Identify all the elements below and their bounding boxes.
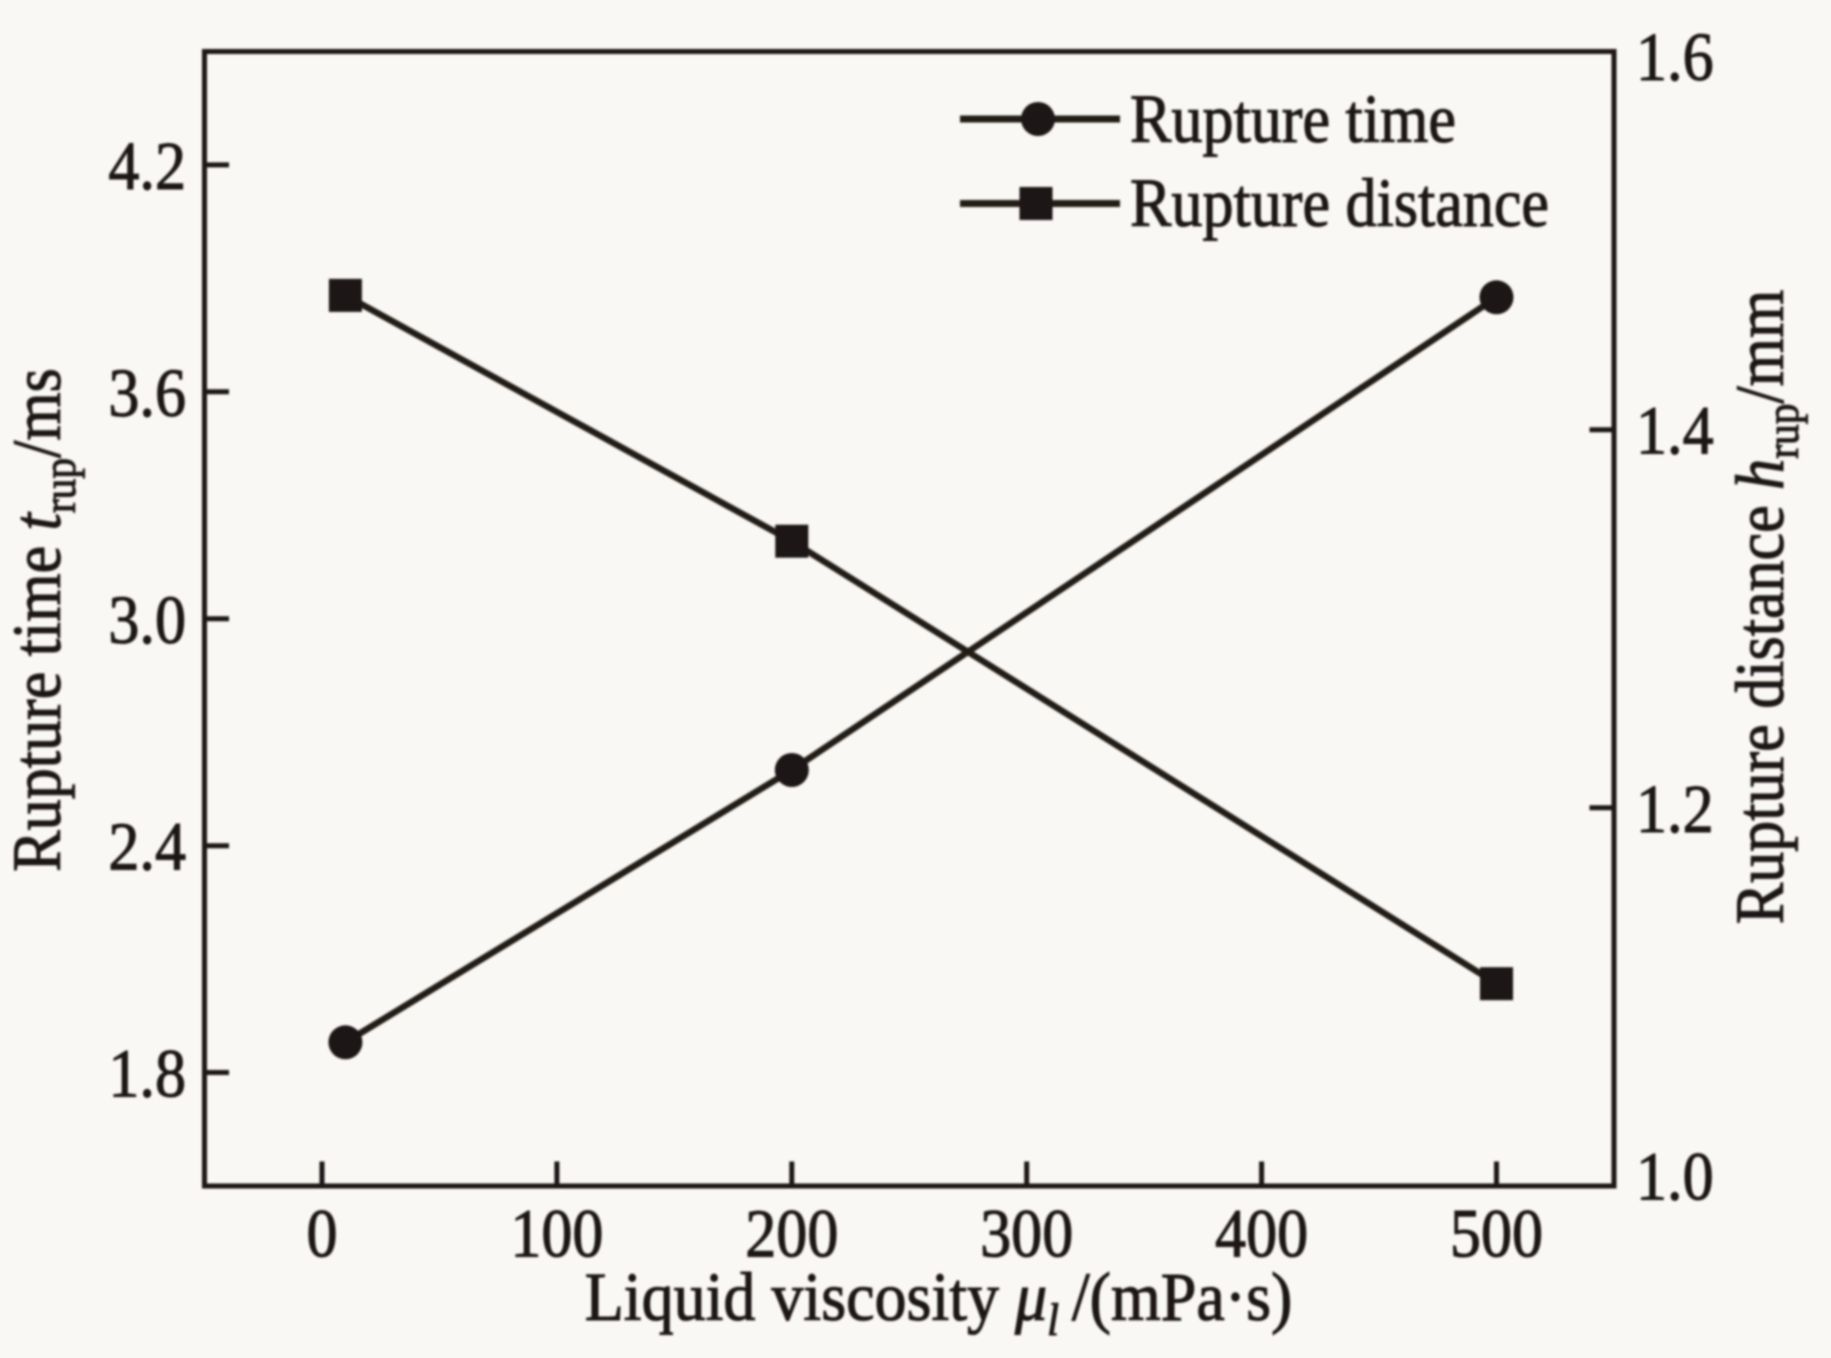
svg-text:Rupture time: Rupture time [1130,82,1456,158]
svg-text:100: 100 [510,1197,603,1273]
svg-text:1.0: 1.0 [1636,1140,1714,1216]
svg-text:4.2: 4.2 [108,129,186,205]
svg-text:1.6: 1.6 [1636,20,1714,96]
svg-text:Rupture time trup/ms: Rupture time trup/ms [0,368,85,872]
svg-text:400: 400 [1215,1197,1308,1273]
svg-text:500: 500 [1450,1197,1543,1273]
svg-text:Rupture distance hrup/mm: Rupture distance hrup/mm [1723,290,1808,925]
svg-text:Rupture distance: Rupture distance [1130,166,1549,242]
svg-text:2.4: 2.4 [108,810,186,886]
svg-text:0: 0 [306,1197,337,1273]
svg-text:3.6: 3.6 [108,356,186,432]
svg-text:300: 300 [980,1197,1073,1273]
svg-text:200: 200 [745,1197,838,1273]
svg-text:3.0: 3.0 [108,583,186,659]
svg-text:1.8: 1.8 [108,1037,186,1113]
svg-text:1.4: 1.4 [1636,394,1714,470]
svg-text:Liquid viscosity μl /(mPa·s): Liquid viscosity μl /(mPa·s) [585,1260,1293,1345]
svg-text:1.2: 1.2 [1636,772,1714,848]
